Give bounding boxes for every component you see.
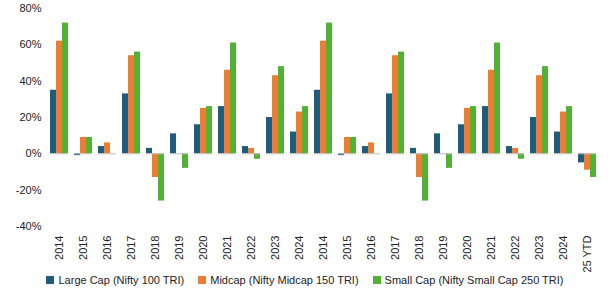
svg-text:2017: 2017 [389,236,401,260]
svg-text:2014: 2014 [53,236,65,260]
svg-text:80%: 80% [19,2,41,14]
svg-text:2024: 2024 [293,236,305,260]
html-text:Large Cap (Nifty 100 TRI): Large Cap (Nifty 100 TRI) [58,274,185,286]
svg-text:2019: 2019 [437,236,449,260]
svg-text:-20%: -20% [16,184,42,196]
svg-text:2022: 2022 [509,236,521,260]
svg-text:2018: 2018 [149,236,161,260]
svg-text:2019: 2019 [173,236,185,260]
svg-text:2016: 2016 [101,236,113,260]
svg-text:2024: 2024 [557,236,569,260]
svg-text:2023: 2023 [533,236,545,260]
svg-text:2022: 2022 [245,236,257,260]
svg-text:2014: 2014 [317,236,329,260]
svg-text:60%: 60% [19,38,41,50]
svg-text:40%: 40% [19,75,41,87]
svg-text:2021: 2021 [485,236,497,260]
svg-text:-40%: -40% [16,220,42,232]
svg-text:20%: 20% [19,111,41,123]
svg-text:2023: 2023 [269,236,281,260]
svg-text:0%: 0% [26,147,42,159]
svg-text:2015: 2015 [341,236,353,260]
svg-text:2016: 2016 [365,236,377,260]
svg-text:2015: 2015 [77,236,89,260]
svg-text:2017: 2017 [125,236,137,260]
svg-text:2025 YTD: 2025 YTD [581,235,593,272]
html-text:Small Cap (Nifty Small Cap 250: Small Cap (Nifty Small Cap 250 TRI) [384,274,564,286]
svg-text:2018: 2018 [413,236,425,260]
svg-text:2020: 2020 [197,236,209,260]
html-text:Midcap (Nifty Midcap 150 TRI): Midcap (Nifty Midcap 150 TRI) [210,274,359,286]
svg-text:2021: 2021 [221,236,233,260]
svg-text:2020: 2020 [461,236,473,260]
